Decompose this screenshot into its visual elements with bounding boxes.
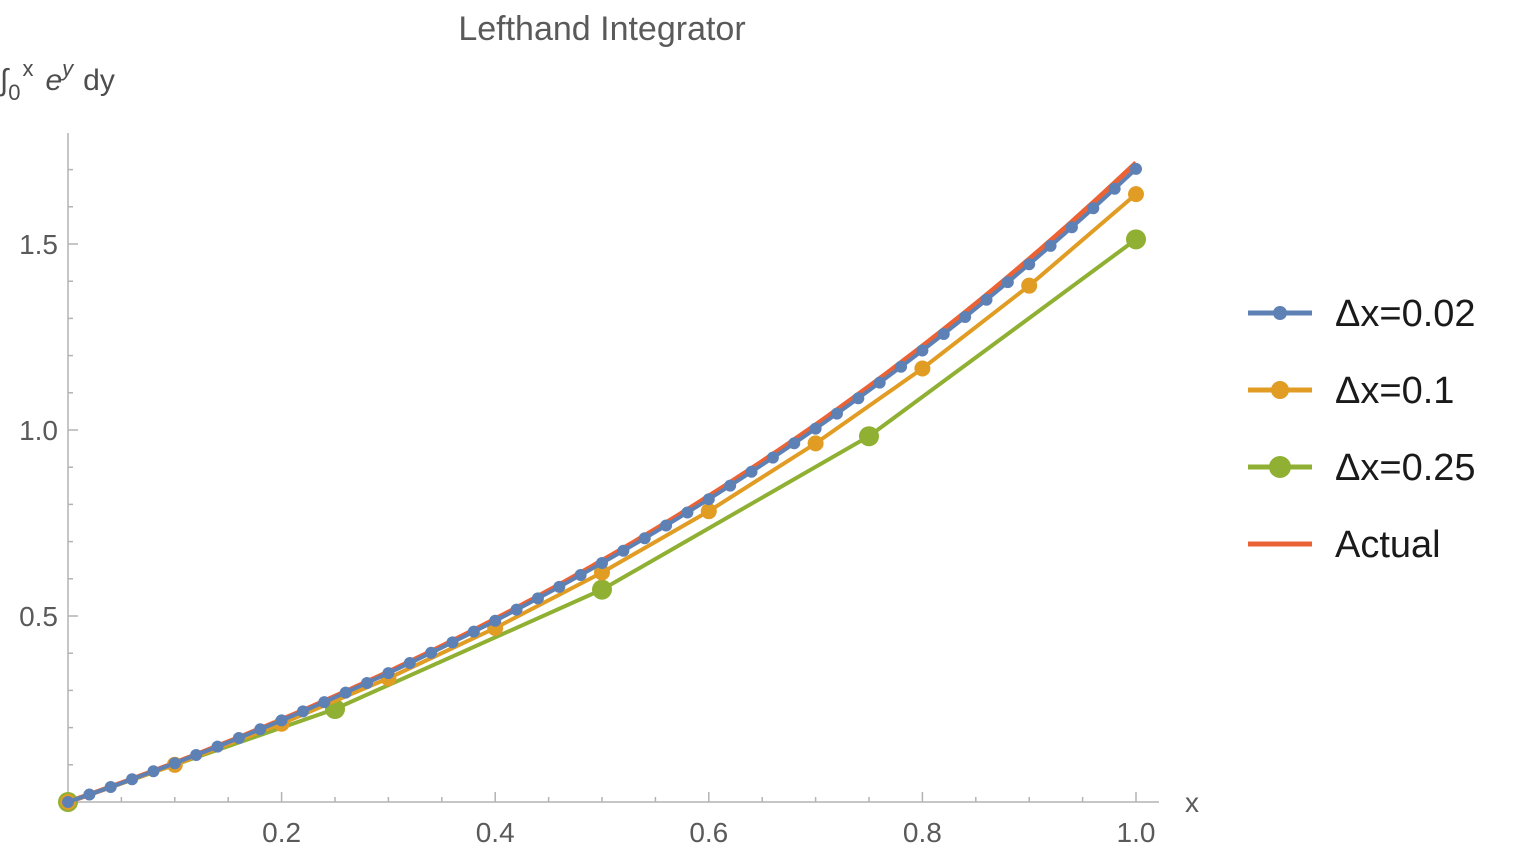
x-tick-label: 0.4 — [476, 817, 515, 848]
y-axis-label-upper: x — [22, 56, 33, 81]
data-point-dx-0-02 — [318, 696, 331, 709]
data-point-dx-0-02 — [916, 344, 929, 357]
y-axis-label-base: e — [45, 64, 62, 97]
data-point-dx-0-02 — [254, 723, 267, 736]
y-tick-label: 1.0 — [19, 415, 58, 446]
data-point-dx-0-02 — [1065, 221, 1078, 234]
data-point-dx-0-1 — [1128, 186, 1144, 203]
data-point-dx-0-02 — [339, 686, 352, 699]
data-point-dx-0-02 — [1130, 162, 1142, 175]
series-line-dx-0-1 — [67, 192, 1138, 804]
data-point-dx-0-02 — [275, 714, 288, 727]
y-axis-label: ∫0x ey dy — [0, 56, 115, 105]
data-point-dx-0-02 — [531, 592, 544, 605]
data-point-dx-0-02 — [745, 465, 758, 478]
data-point-dx-0-02 — [361, 676, 374, 689]
data-point-dx-0-02 — [382, 667, 395, 680]
data-point-dx-0-25 — [1126, 229, 1146, 250]
data-point-dx-0-02 — [1108, 182, 1121, 195]
legend: Δx=0.02 Δx=0.1 Δx=0.25 Actual — [1248, 293, 1476, 566]
x-tick-label: 0.8 — [903, 817, 942, 848]
data-point-dx-0-1 — [700, 503, 717, 520]
data-point-dx-0-02 — [211, 740, 224, 753]
data-point-dx-0-02 — [788, 437, 801, 450]
legend-marker-dx-0-25 — [1269, 456, 1291, 478]
legend-marker-dx-0-02 — [1273, 306, 1287, 320]
data-point-dx-0-02 — [596, 557, 608, 570]
data-point-dx-0-02 — [425, 646, 438, 659]
legend-label-dx-0-1: Δx=0.1 — [1335, 370, 1454, 412]
data-point-dx-0-02 — [574, 569, 587, 582]
x-tick-label: 1.0 — [1117, 817, 1156, 848]
data-point-dx-0-02 — [126, 773, 139, 786]
data-point-dx-0-02 — [895, 360, 908, 373]
data-point-dx-0-02 — [809, 422, 822, 435]
data-point-dx-0-02 — [1001, 276, 1014, 289]
data-point-dx-0-1 — [807, 435, 824, 452]
y-axis-label-exp: y — [60, 56, 75, 81]
data-point-dx-0-02 — [403, 657, 416, 670]
data-point-dx-0-02 — [1044, 239, 1057, 252]
data-point-dx-0-02 — [190, 749, 203, 762]
data-point-dx-0-02 — [510, 603, 523, 616]
legend-label-dx-0-25: Δx=0.25 — [1335, 447, 1476, 489]
data-point-dx-0-02 — [296, 705, 309, 718]
data-point-dx-0-02 — [168, 757, 181, 770]
data-point-dx-0-02 — [147, 765, 160, 778]
x-tick-label: 0.6 — [689, 817, 728, 848]
data-point-dx-0-02 — [766, 451, 779, 464]
y-axis-label-lower: 0 — [8, 80, 20, 105]
data-point-dx-0-25 — [859, 426, 879, 447]
data-point-dx-0-1 — [1021, 277, 1038, 294]
data-point-dx-0-02 — [617, 544, 630, 557]
data-point-dx-0-02 — [638, 532, 651, 545]
series-line-dx-0-25 — [67, 237, 1138, 804]
y-axis-label-integral: ∫ — [0, 64, 10, 97]
x-tick-label: 0.2 — [262, 817, 301, 848]
data-point-dx-0-02 — [467, 625, 480, 638]
data-point-dx-0-1 — [594, 564, 610, 581]
data-point-dx-0-02 — [724, 479, 737, 492]
data-point-dx-0-02 — [959, 311, 972, 324]
data-point-dx-0-02 — [232, 732, 245, 745]
data-point-dx-0-02 — [660, 519, 673, 532]
y-tick-label: 0.5 — [19, 601, 58, 632]
series-layer — [58, 160, 1146, 812]
data-point-dx-0-02 — [446, 636, 459, 649]
data-point-dx-0-02 — [852, 392, 865, 405]
series-line-dx-0-02 — [67, 167, 1138, 804]
data-point-dx-0-02 — [553, 580, 566, 593]
data-point-dx-0-25 — [592, 579, 612, 600]
y-axis-label-diff: dy — [83, 64, 115, 97]
data-point-dx-0-02 — [681, 506, 694, 519]
legend-marker-dx-0-1 — [1271, 381, 1289, 399]
data-point-dx-0-02 — [980, 293, 993, 306]
x-axis-label: x — [1185, 787, 1199, 818]
data-point-dx-0-02 — [830, 407, 843, 420]
chart-title: Lefthand Integrator — [458, 10, 745, 48]
y-tick-label: 1.5 — [19, 229, 58, 260]
legend-label-actual: Actual — [1335, 524, 1441, 566]
data-point-dx-0-02 — [702, 493, 715, 506]
data-point-dx-0-02 — [937, 327, 950, 340]
data-point-dx-0-02 — [1087, 202, 1100, 215]
series-line-actual — [67, 160, 1138, 805]
data-point-dx-0-02 — [104, 780, 117, 793]
data-point-dx-0-02 — [62, 796, 74, 808]
data-point-dx-0-02 — [83, 788, 96, 801]
data-point-dx-0-02 — [1023, 258, 1036, 271]
legend-label-dx-0-02: Δx=0.02 — [1335, 293, 1476, 335]
data-point-dx-0-1 — [914, 360, 931, 377]
data-point-dx-0-02 — [489, 614, 502, 627]
axes: 0.2 0.4 0.6 0.8 1.0 0.5 1.0 1.5 x — [19, 133, 1199, 848]
data-point-dx-0-02 — [873, 376, 886, 389]
